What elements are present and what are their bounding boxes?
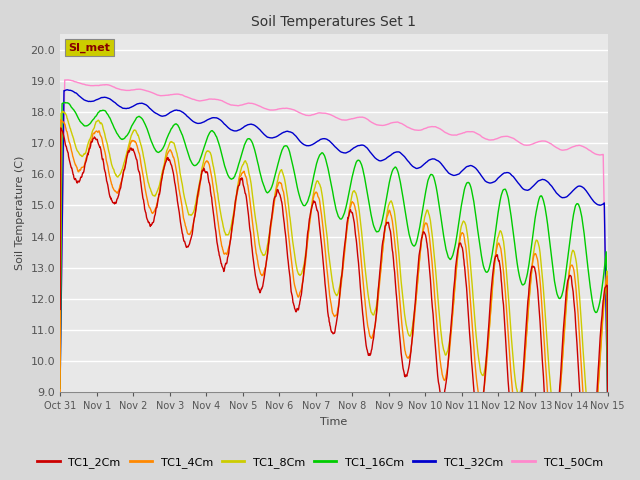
Y-axis label: Soil Temperature (C): Soil Temperature (C) [15, 156, 25, 270]
Text: SI_met: SI_met [68, 42, 110, 53]
Legend: TC1_2Cm, TC1_4Cm, TC1_8Cm, TC1_16Cm, TC1_32Cm, TC1_50Cm: TC1_2Cm, TC1_4Cm, TC1_8Cm, TC1_16Cm, TC1… [33, 452, 607, 472]
X-axis label: Time: Time [321, 417, 348, 427]
Title: Soil Temperatures Set 1: Soil Temperatures Set 1 [252, 15, 417, 29]
